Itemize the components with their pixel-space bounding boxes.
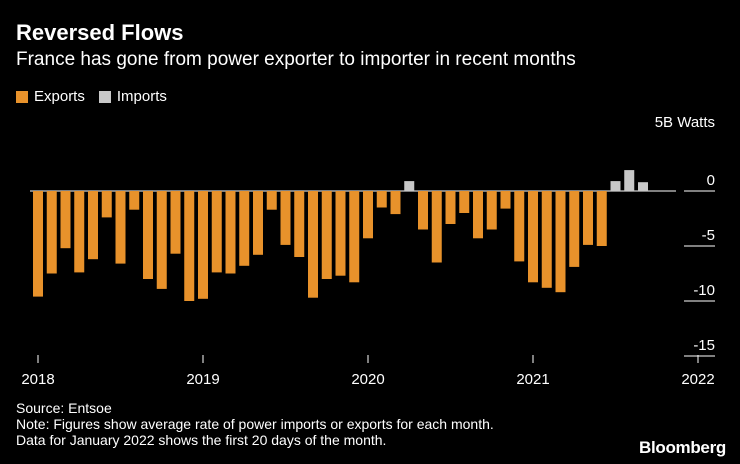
bar-2019-04 bbox=[239, 191, 250, 266]
y-axis-unit-label: 5B Watts bbox=[655, 114, 715, 131]
bar-2020-04 bbox=[404, 181, 415, 191]
bar-2018-11 bbox=[170, 191, 181, 254]
bar-2020-07 bbox=[445, 191, 456, 224]
bar-2018-02 bbox=[46, 191, 57, 274]
x-tick-label-2018: 2018 bbox=[21, 371, 54, 388]
bar-2020-11 bbox=[500, 191, 511, 209]
legend-swatch-imports bbox=[98, 90, 111, 103]
bar-2018-05 bbox=[88, 191, 98, 260]
chart-subtitle: France has gone from power exporter to i… bbox=[16, 49, 576, 70]
legend-label-imports: Imports bbox=[116, 88, 167, 105]
bar-2020-03 bbox=[390, 191, 401, 215]
bar-2018-07 bbox=[115, 191, 126, 264]
bar-2020-10 bbox=[486, 191, 497, 230]
bar-2020-06 bbox=[431, 191, 442, 263]
bar-2019-09 bbox=[308, 191, 318, 298]
legend-swatch-exports bbox=[16, 90, 28, 103]
note-text: Note: Figures show average rate of power… bbox=[16, 416, 494, 432]
chart-title: Reversed Flows bbox=[16, 20, 184, 45]
bar-2019-10 bbox=[321, 191, 332, 279]
bar-2020-01 bbox=[363, 191, 373, 239]
bar-2018-06 bbox=[101, 191, 112, 218]
x-tick-label-2022: 2022 bbox=[681, 371, 714, 388]
x-tick-label-2020: 2020 bbox=[351, 371, 384, 388]
bar-2020-09 bbox=[473, 191, 483, 239]
bar-2018-12 bbox=[184, 191, 195, 301]
legend-label-exports: Exports bbox=[34, 88, 85, 105]
y-tick-label--15: -15 bbox=[693, 337, 715, 354]
bar-2020-02 bbox=[376, 191, 387, 208]
y-tick-label--5: -5 bbox=[702, 227, 715, 244]
bar-2021-03 bbox=[555, 191, 566, 293]
bar-2021-04 bbox=[569, 191, 580, 267]
x-tick-label-2021: 2021 bbox=[516, 371, 549, 388]
bar-2019-08 bbox=[294, 191, 305, 257]
bar-2021-02 bbox=[541, 191, 552, 288]
bar-2018-01 bbox=[33, 191, 43, 297]
bar-2021-05 bbox=[583, 191, 593, 245]
bar-2021-07 bbox=[610, 181, 621, 191]
bar-2018-03 bbox=[60, 191, 71, 249]
bar-2021-09 bbox=[638, 182, 648, 191]
bar-2019-06 bbox=[266, 191, 277, 210]
bar-2019-05 bbox=[253, 191, 263, 255]
bar-2018-10 bbox=[156, 191, 167, 289]
source-text: Source: Entsoe bbox=[16, 400, 112, 416]
bloomberg-logo: Bloomberg bbox=[638, 438, 726, 457]
legend-item-imports: Imports bbox=[98, 88, 167, 105]
legend-item-exports: Exports bbox=[16, 88, 85, 105]
bar-chart: 5B Watts 0 -5 -10 -15 2018 2019 2020 2021 2022 bbox=[21, 114, 715, 388]
bar-2021-06 bbox=[596, 191, 607, 246]
bar-2019-07 bbox=[280, 191, 291, 245]
bar-2018-04 bbox=[74, 191, 85, 273]
bar-2018-09 bbox=[143, 191, 153, 279]
legend: Exports Imports bbox=[16, 88, 167, 105]
bar-2019-03 bbox=[225, 191, 236, 274]
note-text-2: Data for January 2022 shows the first 20… bbox=[16, 432, 387, 448]
y-tick-label-0: 0 bbox=[707, 172, 715, 189]
y-tick-label--10: -10 bbox=[693, 282, 715, 299]
bar-2019-01 bbox=[198, 191, 208, 299]
footer: Source: Entsoe Note: Figures show averag… bbox=[16, 400, 494, 448]
bar-2021-08 bbox=[624, 170, 635, 191]
bar-2020-12 bbox=[514, 191, 525, 262]
bar-2020-05 bbox=[418, 191, 428, 230]
bar-2020-08 bbox=[459, 191, 470, 213]
bar-2019-11 bbox=[335, 191, 346, 276]
x-tick-label-2019: 2019 bbox=[186, 371, 219, 388]
bar-2018-08 bbox=[129, 191, 140, 210]
bar-2021-01 bbox=[528, 191, 538, 283]
bar-2019-02 bbox=[211, 191, 222, 273]
bar-2019-12 bbox=[349, 191, 360, 283]
